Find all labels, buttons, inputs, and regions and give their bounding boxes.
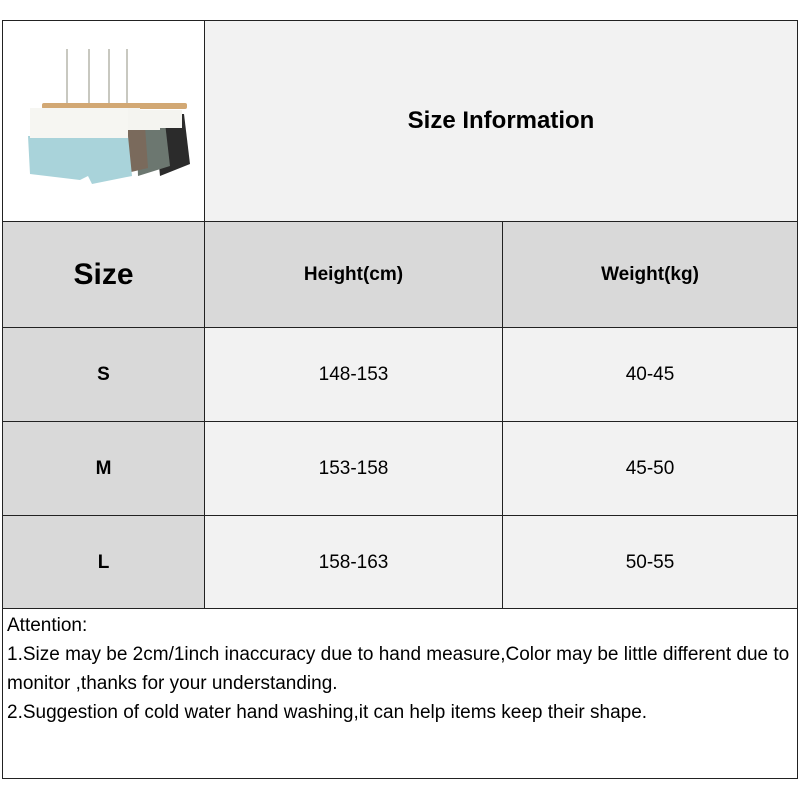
weight-value: 45-50 (625, 457, 675, 479)
weight-cell: 45-50 (502, 421, 798, 516)
attention-notes: Attention: 1.Size may be 2cm/1inch inacc… (2, 608, 798, 779)
header-height: Height(cm) (204, 221, 503, 328)
product-image (27, 49, 190, 184)
weight-cell: 40-45 (502, 327, 798, 422)
header-size: Size (2, 221, 205, 328)
table-row-size: M (2, 421, 205, 516)
height-value: 153-158 (318, 457, 389, 479)
header-height-label: Height(cm) (303, 263, 404, 285)
attention-line: 2.Suggestion of cold water hand washing,… (7, 702, 648, 723)
height-cell: 158-163 (204, 515, 503, 610)
height-value: 158-163 (318, 551, 389, 573)
title-cell: Size Information (204, 20, 798, 222)
size-cell: M (95, 457, 112, 479)
weight-value: 50-55 (625, 551, 675, 573)
header-weight: Weight(kg) (502, 221, 798, 328)
header-size-label: Size (73, 257, 134, 291)
attention-heading: Attention: (7, 615, 88, 636)
table-row-size: L (2, 515, 205, 610)
page-title: Size Information (407, 107, 595, 134)
attention-line: 1.Size may be 2cm/1inch inaccuracy due t… (7, 644, 790, 694)
size-cell: L (97, 551, 110, 573)
weight-cell: 50-55 (502, 515, 798, 610)
height-cell: 148-153 (204, 327, 503, 422)
weight-value: 40-45 (625, 363, 675, 385)
header-weight-label: Weight(kg) (601, 263, 699, 285)
product-image-cell (2, 20, 205, 222)
table-row-size: S (2, 327, 205, 422)
height-value: 148-153 (318, 363, 389, 385)
size-cell: S (97, 363, 110, 385)
height-cell: 153-158 (204, 421, 503, 516)
